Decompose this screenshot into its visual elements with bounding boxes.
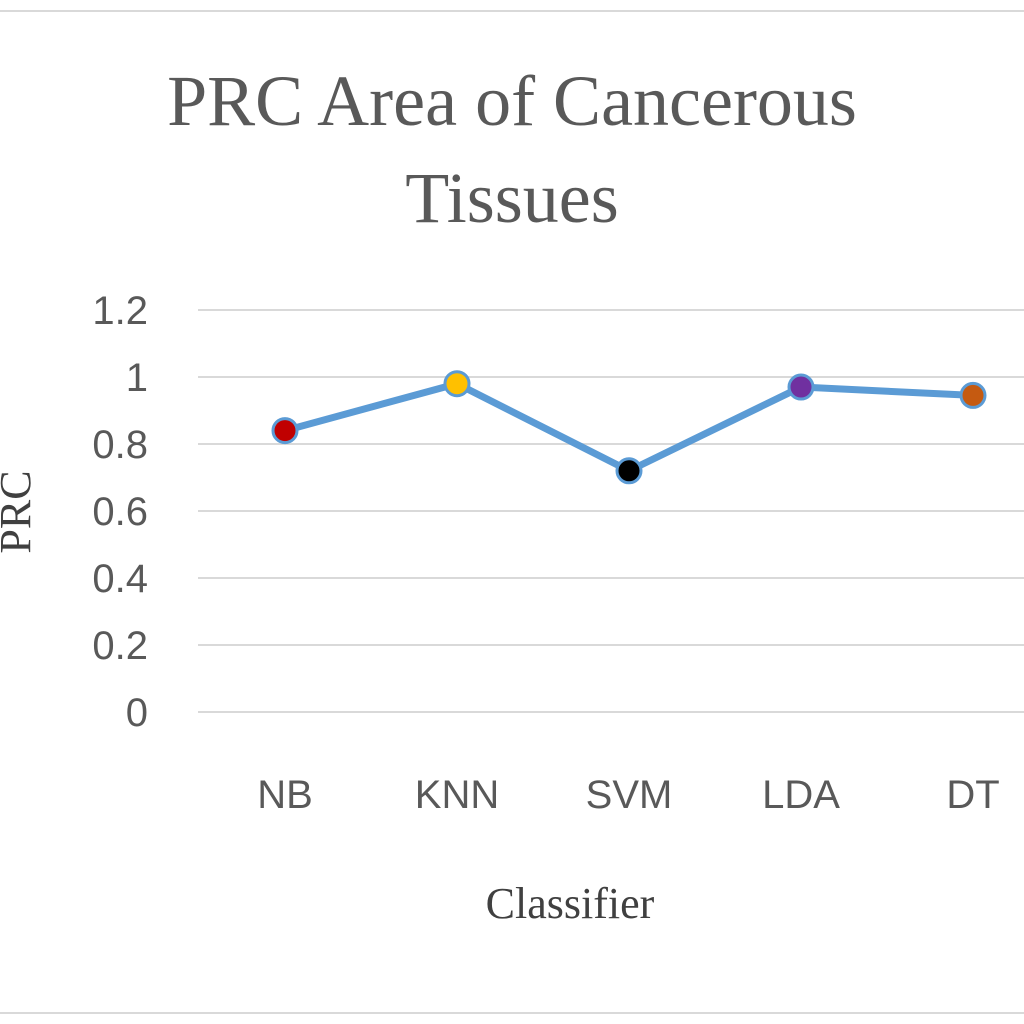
series-layer [271, 370, 987, 485]
x-tick-label: NB [257, 773, 313, 817]
data-point-dt [959, 381, 987, 409]
frame-bottom-border [0, 1012, 1024, 1014]
frame-top-border [0, 10, 1024, 12]
y-axis-ticks: 0 0.2 0.4 0.6 0.8 1 1.2 [92, 289, 148, 735]
x-tick-label: SVM [586, 773, 673, 817]
data-point-nb [271, 417, 299, 445]
data-point-knn [443, 370, 471, 398]
y-tick-label: 0.4 [92, 557, 148, 601]
x-axis-ticks: NB KNN SVM LDA DT [257, 773, 999, 817]
y-axis-title: PRC [0, 470, 40, 553]
y-tick-label: 0.2 [92, 624, 148, 668]
y-tick-label: 0 [126, 691, 148, 735]
gridlines [198, 309, 1024, 713]
chart-title-line-2: Tissues [405, 158, 618, 238]
data-point-svm [615, 457, 643, 485]
x-tick-label: LDA [762, 773, 840, 817]
chart-title-line-1: PRC Area of Cancerous [167, 61, 857, 141]
y-tick-label: 0.6 [92, 490, 148, 534]
x-axis-title: Classifier [486, 879, 655, 928]
y-tick-label: 0.8 [92, 423, 148, 467]
data-point-lda [787, 373, 815, 401]
y-tick-label: 1 [126, 356, 148, 400]
x-tick-label: KNN [415, 773, 499, 817]
y-tick-label: 1.2 [92, 289, 148, 333]
x-tick-label: DT [946, 773, 999, 817]
